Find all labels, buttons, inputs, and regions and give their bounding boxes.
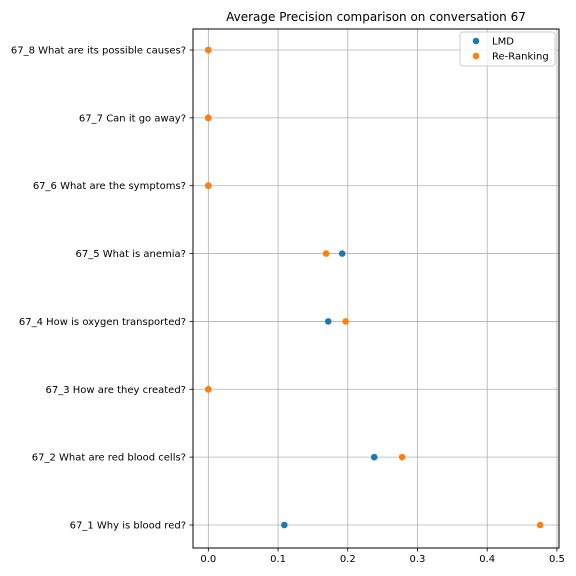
x-tick-label: 0.0 — [200, 554, 216, 565]
plot-frame — [192, 28, 560, 549]
plot-area — [193, 29, 559, 548]
legend: LMD Re-Ranking — [459, 31, 556, 67]
legend-label-re-ranking: Re-Ranking — [492, 52, 549, 63]
point-re-ranking — [205, 114, 212, 122]
x-tick-label: 0.4 — [479, 554, 495, 565]
point-re-ranking — [536, 521, 544, 529]
x-tick-label: 0.5 — [549, 554, 565, 565]
y-axis: 67_1 Why is blood red? 67_2 What are red … — [11, 46, 193, 532]
x-tick-label: 0.1 — [270, 554, 286, 565]
legend-marker-lmd — [472, 37, 480, 45]
legend-box — [459, 31, 556, 67]
point-re-ranking — [342, 318, 349, 325]
point-lmd — [338, 250, 346, 257]
y-tick-label: 67_4 How is oxygen transported? — [19, 317, 186, 328]
chart-title: Average Precision comparison on conversa… — [226, 10, 526, 24]
y-tick-label: 67_1 Why is blood red? — [70, 521, 186, 532]
point-re-ranking — [205, 46, 212, 54]
point-re-ranking — [398, 453, 406, 461]
x-axis: 0.0 0.1 0.2 0.3 0.4 0.5 — [200, 548, 565, 565]
point-re-ranking — [322, 250, 330, 257]
y-tick-label: 67_5 What is anemia? — [76, 249, 186, 260]
y-tick-label: 67_6 What are the symptoms? — [33, 181, 186, 192]
point-re-ranking — [205, 385, 212, 393]
y-tick-label: 67_8 What are its possible causes? — [11, 46, 186, 57]
legend-marker-re-ranking — [472, 52, 480, 60]
legend-label-lmd: LMD — [492, 37, 514, 48]
y-tick-label: 67_7 Can it go away? — [79, 113, 186, 124]
point-lmd — [324, 318, 332, 325]
data-points — [205, 46, 544, 529]
point-lmd — [281, 521, 288, 529]
y-tick-label: 67_3 How are they created? — [45, 385, 186, 396]
x-tick-label: 0.2 — [340, 554, 356, 565]
y-tick-label: 67_2 What are red blood cells? — [32, 453, 186, 464]
point-lmd — [370, 453, 378, 461]
point-re-ranking — [205, 182, 212, 190]
x-tick-label: 0.3 — [410, 554, 426, 565]
